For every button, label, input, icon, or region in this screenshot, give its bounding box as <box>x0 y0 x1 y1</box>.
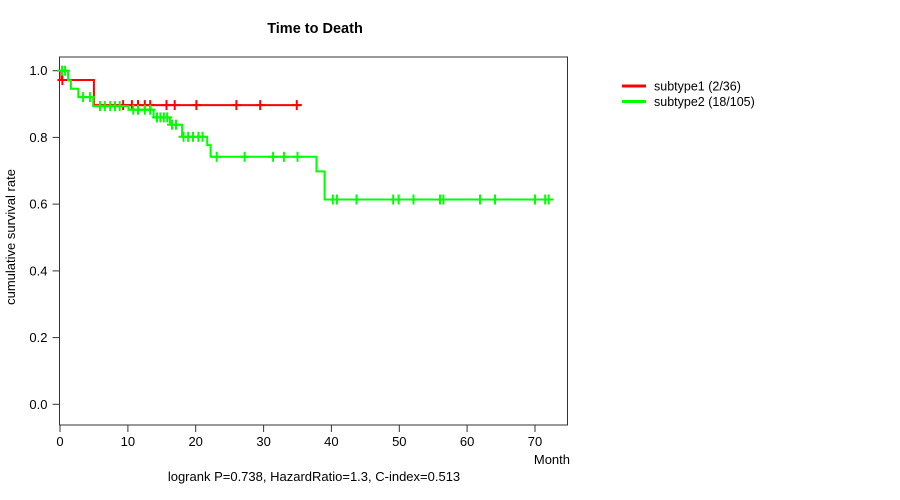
curve-1 <box>60 69 302 107</box>
legend-label: subtype2 (18/105) <box>654 95 755 109</box>
caption: logrank P=0.738, HazardRatio=1.3, C-inde… <box>168 469 460 484</box>
y-tick-label: 0.8 <box>29 130 47 145</box>
curves <box>57 65 554 205</box>
plot-box <box>59 56 568 426</box>
x-tick-label: 60 <box>460 434 474 449</box>
x-tick-label: 10 <box>121 434 135 449</box>
legend: subtype1 (2/36)subtype2 (18/105) <box>622 80 755 109</box>
plot-title: Time to Death <box>267 21 363 37</box>
curve-2 <box>60 69 552 201</box>
x-tick-label: 70 <box>528 434 542 449</box>
y-tick-label: 0.6 <box>29 197 47 212</box>
y-axis-label: cumulative survival rate <box>3 169 18 305</box>
y-tick-label: 0.2 <box>29 330 47 345</box>
y-tick-label: 0.4 <box>29 263 47 278</box>
y-tick-label: 1.0 <box>29 63 47 78</box>
legend-label: subtype1 (2/36) <box>654 80 741 94</box>
x-tick-label: 20 <box>188 434 202 449</box>
y-tick-label: 0.0 <box>29 397 47 412</box>
x-tick-label: 30 <box>256 434 270 449</box>
x-tick-label: 50 <box>392 434 406 449</box>
x-tick-label: 0 <box>56 434 63 449</box>
axes: 0.0 0.2 0.4 0.6 0.8 1.0 0 10 20 30 40 50 60 70 <box>29 56 568 449</box>
x-axis-label: Month <box>534 452 570 467</box>
x-tick-label: 40 <box>324 434 338 449</box>
